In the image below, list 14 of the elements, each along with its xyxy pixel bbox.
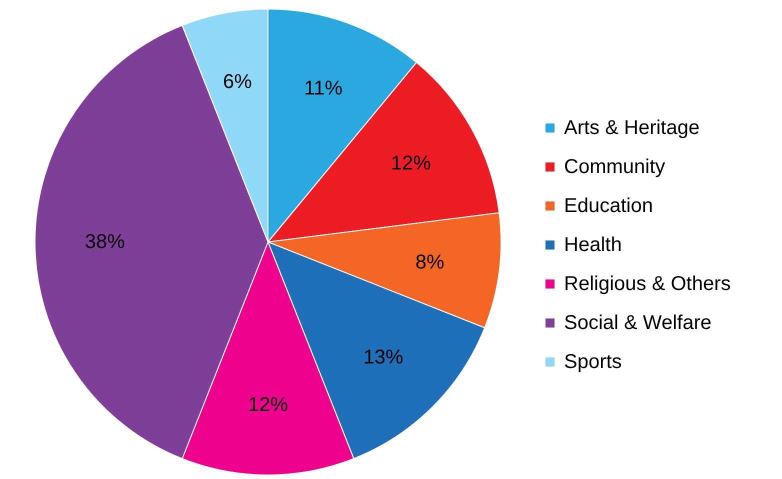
legend-label: Arts & Heritage	[564, 117, 700, 139]
data-label: 12%	[248, 394, 288, 416]
data-label: 11%	[304, 78, 343, 100]
data-label: 13%	[363, 346, 404, 368]
data-label: 38%	[84, 231, 126, 253]
legend-label: Community	[564, 156, 666, 178]
data-label: 8%	[415, 251, 444, 274]
data-label: 12%	[390, 152, 432, 174]
legend-label: Social & Welfare	[564, 312, 712, 334]
legend-label: Religious & Others	[564, 273, 731, 295]
data-label: 6%	[222, 70, 252, 93]
legend-label: Education	[564, 195, 653, 217]
legend-label: Sports	[564, 351, 622, 373]
legend-label: Health	[564, 234, 622, 256]
